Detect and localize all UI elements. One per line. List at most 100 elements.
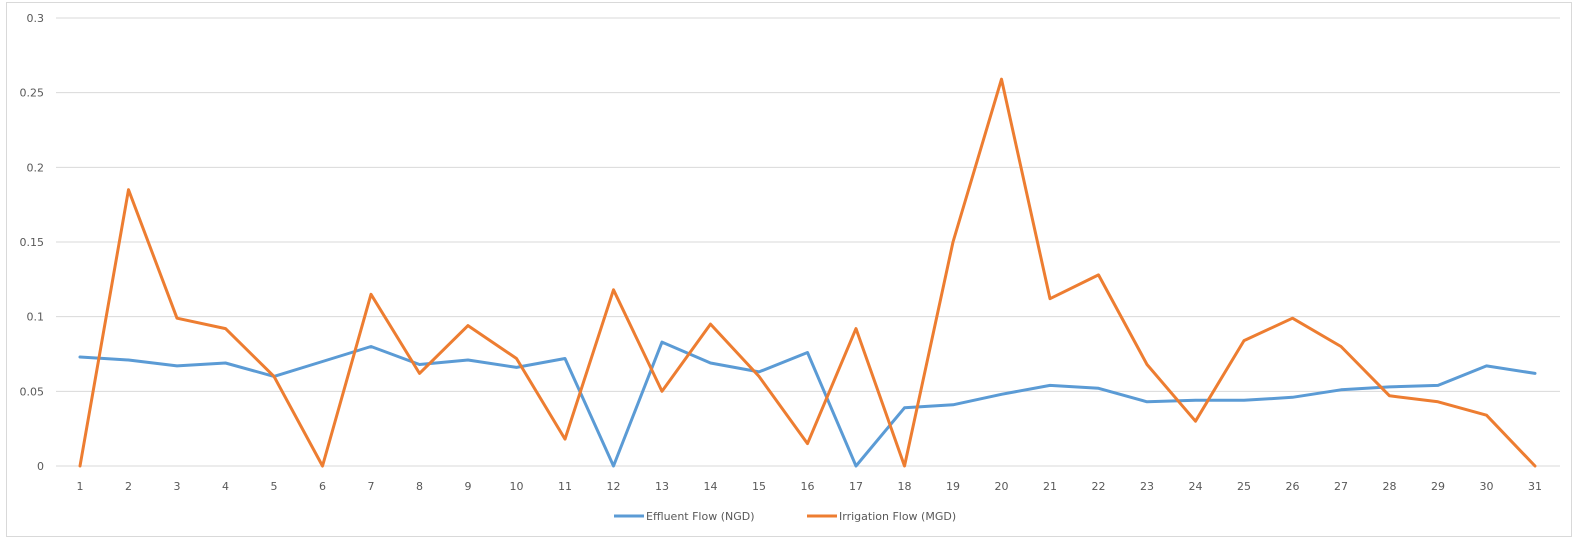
x-tick-label: 26 xyxy=(1286,480,1300,493)
y-tick-label: 0.2 xyxy=(27,161,45,174)
data-point xyxy=(1146,400,1149,403)
x-tick-label: 16 xyxy=(801,480,815,493)
data-point xyxy=(1194,399,1197,402)
data-point xyxy=(321,360,324,363)
x-tick-label: 22 xyxy=(1092,480,1106,493)
x-tick-label: 9 xyxy=(465,480,472,493)
x-tick-label: 5 xyxy=(271,480,278,493)
series-line-1 xyxy=(78,340,1537,468)
x-tick-label: 6 xyxy=(319,480,326,493)
data-point xyxy=(1534,372,1537,375)
series-lines xyxy=(78,77,1537,468)
data-point xyxy=(1485,364,1488,367)
x-tick-label: 12 xyxy=(607,480,621,493)
data-point xyxy=(661,390,664,393)
x-tick-label: 23 xyxy=(1140,480,1154,493)
data-point xyxy=(1485,414,1488,417)
x-tick-label: 21 xyxy=(1043,480,1057,493)
data-point xyxy=(370,345,373,348)
data-point xyxy=(127,358,130,361)
data-point xyxy=(612,288,615,291)
data-point xyxy=(418,372,421,375)
y-tick-label: 0.3 xyxy=(27,12,45,25)
data-point xyxy=(952,241,955,244)
x-axis-tick-labels: 1 2 3 4 5 6 7 8 9 10 11 12 13 14 15 16 17 18 19 20 21 22 23 24 2… xyxy=(77,480,1543,493)
data-point xyxy=(224,361,227,364)
x-tick-label: 18 xyxy=(898,480,912,493)
x-tick-label: 7 xyxy=(368,480,375,493)
data-point xyxy=(515,357,518,360)
data-point xyxy=(1000,393,1003,396)
data-point xyxy=(1388,394,1391,397)
data-point xyxy=(758,370,761,373)
data-point xyxy=(612,465,615,468)
x-tick-label: 1 xyxy=(77,480,84,493)
x-tick-label: 3 xyxy=(174,480,181,493)
data-point xyxy=(855,327,858,330)
data-point xyxy=(467,324,470,327)
data-point xyxy=(1194,420,1197,423)
x-tick-label: 8 xyxy=(416,480,423,493)
data-point xyxy=(903,465,906,468)
data-point xyxy=(79,355,82,358)
data-point xyxy=(1291,317,1294,320)
x-tick-label: 19 xyxy=(946,480,960,493)
x-tick-label: 14 xyxy=(704,480,718,493)
x-tick-label: 17 xyxy=(849,480,863,493)
y-tick-label: 0.15 xyxy=(20,236,45,249)
data-point xyxy=(370,293,373,296)
data-point xyxy=(224,327,227,330)
series-line-2 xyxy=(78,77,1537,468)
legend: Effluent Flow (NGD) Irrigation Flow (MGD) xyxy=(614,510,956,523)
y-tick-label: 0.05 xyxy=(20,385,45,398)
data-point xyxy=(709,323,712,326)
x-tick-label: 28 xyxy=(1383,480,1397,493)
data-point xyxy=(903,406,906,409)
y-axis-tick-labels: 0 0.05 0.1 0.15 0.2 0.25 0.3 xyxy=(20,12,45,473)
data-point xyxy=(855,465,858,468)
x-tick-label: 29 xyxy=(1431,480,1445,493)
data-point xyxy=(1049,297,1052,300)
chart-frame xyxy=(6,2,1572,537)
y-tick-label: 0.1 xyxy=(27,311,45,324)
data-point xyxy=(1049,384,1052,387)
data-point xyxy=(273,375,276,378)
data-point xyxy=(1437,384,1440,387)
data-point xyxy=(952,403,955,406)
data-point xyxy=(1146,363,1149,366)
data-point xyxy=(758,375,761,378)
data-point xyxy=(176,317,179,320)
x-tick-label: 25 xyxy=(1237,480,1251,493)
data-point xyxy=(661,341,664,344)
data-point xyxy=(564,438,567,441)
data-point xyxy=(515,366,518,369)
data-point xyxy=(564,357,567,360)
data-point xyxy=(1000,78,1003,81)
gridlines xyxy=(56,17,1560,392)
x-tick-label: 4 xyxy=(222,480,229,493)
x-tick-label: 15 xyxy=(752,480,766,493)
x-tick-label: 13 xyxy=(655,480,669,493)
x-tick-label: 10 xyxy=(510,480,524,493)
data-point xyxy=(709,361,712,364)
legend-label: Effluent Flow (NGD) xyxy=(646,510,755,523)
x-tick-label: 11 xyxy=(558,480,572,493)
data-point xyxy=(1243,339,1246,342)
data-point xyxy=(1097,273,1100,276)
x-tick-label: 2 xyxy=(125,480,132,493)
data-point xyxy=(127,188,130,191)
data-point xyxy=(1388,385,1391,388)
data-point xyxy=(1340,345,1343,348)
x-tick-label: 24 xyxy=(1189,480,1203,493)
data-point xyxy=(1243,399,1246,402)
data-point xyxy=(176,364,179,367)
data-point xyxy=(1340,388,1343,391)
x-tick-label: 27 xyxy=(1334,480,1348,493)
data-point xyxy=(806,351,809,354)
x-tick-label: 30 xyxy=(1480,480,1494,493)
data-point xyxy=(79,465,82,468)
data-point xyxy=(1534,465,1537,468)
legend-label: Irrigation Flow (MGD) xyxy=(839,510,956,523)
x-tick-label: 31 xyxy=(1528,480,1542,493)
